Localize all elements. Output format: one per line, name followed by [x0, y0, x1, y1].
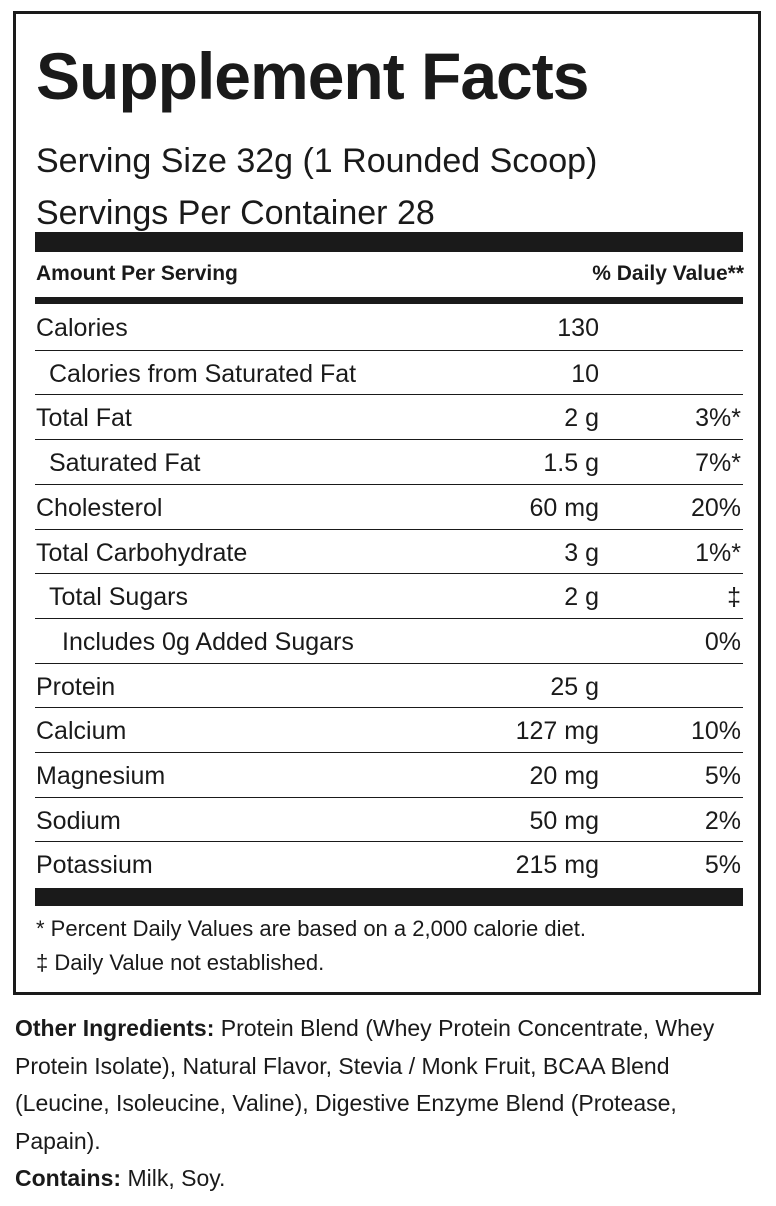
nutrient-row: Total Sugars 2 g ‡: [35, 573, 743, 619]
nutrient-row: Magnesium 20 mg 5%: [35, 752, 743, 798]
serving-size: Serving Size 32g (1 Rounded Scoop): [36, 142, 598, 180]
nutrient-name: Total Sugars: [49, 583, 188, 612]
daily-value: 3%*: [695, 404, 741, 433]
nutrient-row: Potassium 215 mg 5%: [35, 841, 743, 887]
amount: 25 g: [550, 672, 599, 701]
amount: 50 mg: [529, 806, 599, 835]
nutrient-row: Cholesterol 60 mg 20%: [35, 483, 743, 530]
nutrient-name: Calories from Saturated Fat: [49, 359, 357, 388]
nutrient-name: Protein: [36, 672, 116, 701]
amount: 127 mg: [515, 717, 599, 746]
nutrient-name: Calcium: [36, 717, 127, 746]
nutrient-name: Saturated Fat: [49, 449, 201, 478]
daily-value: 5%: [704, 762, 741, 790]
other-ingredients: Other Ingredients: Protein Blend (Whey P…: [15, 1010, 765, 1160]
amount: 130: [557, 314, 599, 342]
nutrient-row: Total Fat 2 g 3%*: [35, 394, 743, 440]
amount: 1.5 g: [543, 449, 599, 478]
nutrient-row: Saturated Fat 1.5 g 7%*: [35, 439, 743, 485]
daily-value: 20%: [690, 493, 741, 522]
amount: 2 g: [564, 583, 599, 612]
header-daily-value: % Daily Value**: [592, 262, 744, 285]
nutrient-name: Includes 0g Added Sugars: [62, 627, 354, 656]
nutrient-name: Magnesium: [36, 762, 166, 790]
nutrient-name: Sodium: [36, 806, 121, 835]
nutrient-row: Calories from Saturated Fat 10: [35, 349, 743, 396]
daily-value: 1%*: [695, 538, 741, 567]
nutrient-row: Protein 25 g: [35, 662, 743, 709]
daily-value: 7%*: [695, 449, 741, 478]
title: Supplement Facts: [36, 39, 589, 113]
nutrient-name: Total Carbohydrate: [36, 538, 248, 567]
nutrient-name: Calories: [36, 314, 128, 342]
medium-rule: [35, 297, 743, 304]
nutrient-row: Calcium 127 mg 10%: [35, 707, 743, 753]
daily-value: 2%: [704, 806, 741, 835]
amount: 2 g: [564, 404, 599, 433]
text: Milk, Soy.: [127, 1165, 226, 1191]
footnote: * Percent Daily Values are based on a 2,…: [36, 916, 586, 941]
contains: Contains: Milk, Soy.: [15, 1160, 765, 1198]
daily-value: 5%: [704, 851, 741, 880]
nutrient-row: Calories 130: [35, 305, 743, 350]
label: Other Ingredients:: [15, 1015, 215, 1041]
thick-rule: [35, 232, 743, 252]
amount: 60 mg: [529, 493, 599, 522]
amount: 10: [571, 359, 599, 388]
nutrient-name: Cholesterol: [36, 493, 163, 522]
amount: 215 mg: [515, 851, 599, 880]
nutrient-name: Total Fat: [36, 404, 132, 433]
amount: 3 g: [564, 538, 599, 567]
servings-per-container: Servings Per Container 28: [36, 194, 435, 232]
nutrient-row: Total Carbohydrate 3 g 1%*: [35, 528, 743, 575]
nutrient-row: Includes 0g Added Sugars 0%: [35, 617, 743, 664]
amount: 20 mg: [529, 762, 599, 790]
thick-rule: [35, 888, 743, 906]
daily-value: ‡: [727, 583, 741, 612]
facts-panel: Supplement Facts Serving Size 32g (1 Rou…: [13, 11, 761, 995]
header-amount: Amount Per Serving: [36, 262, 238, 285]
footnote: ‡ Daily Value not established.: [36, 950, 325, 975]
ingredients: Other Ingredients: Protein Blend (Whey P…: [15, 1010, 765, 1198]
nutrient-row: Sodium 50 mg 2%: [35, 796, 743, 843]
daily-value: 10%: [690, 717, 741, 746]
nutrient-name: Potassium: [36, 851, 153, 880]
daily-value: 0%: [704, 627, 741, 656]
label: Contains:: [15, 1165, 122, 1191]
text: Protein Blend (Whey Protein Concentrate,…: [15, 1015, 715, 1154]
